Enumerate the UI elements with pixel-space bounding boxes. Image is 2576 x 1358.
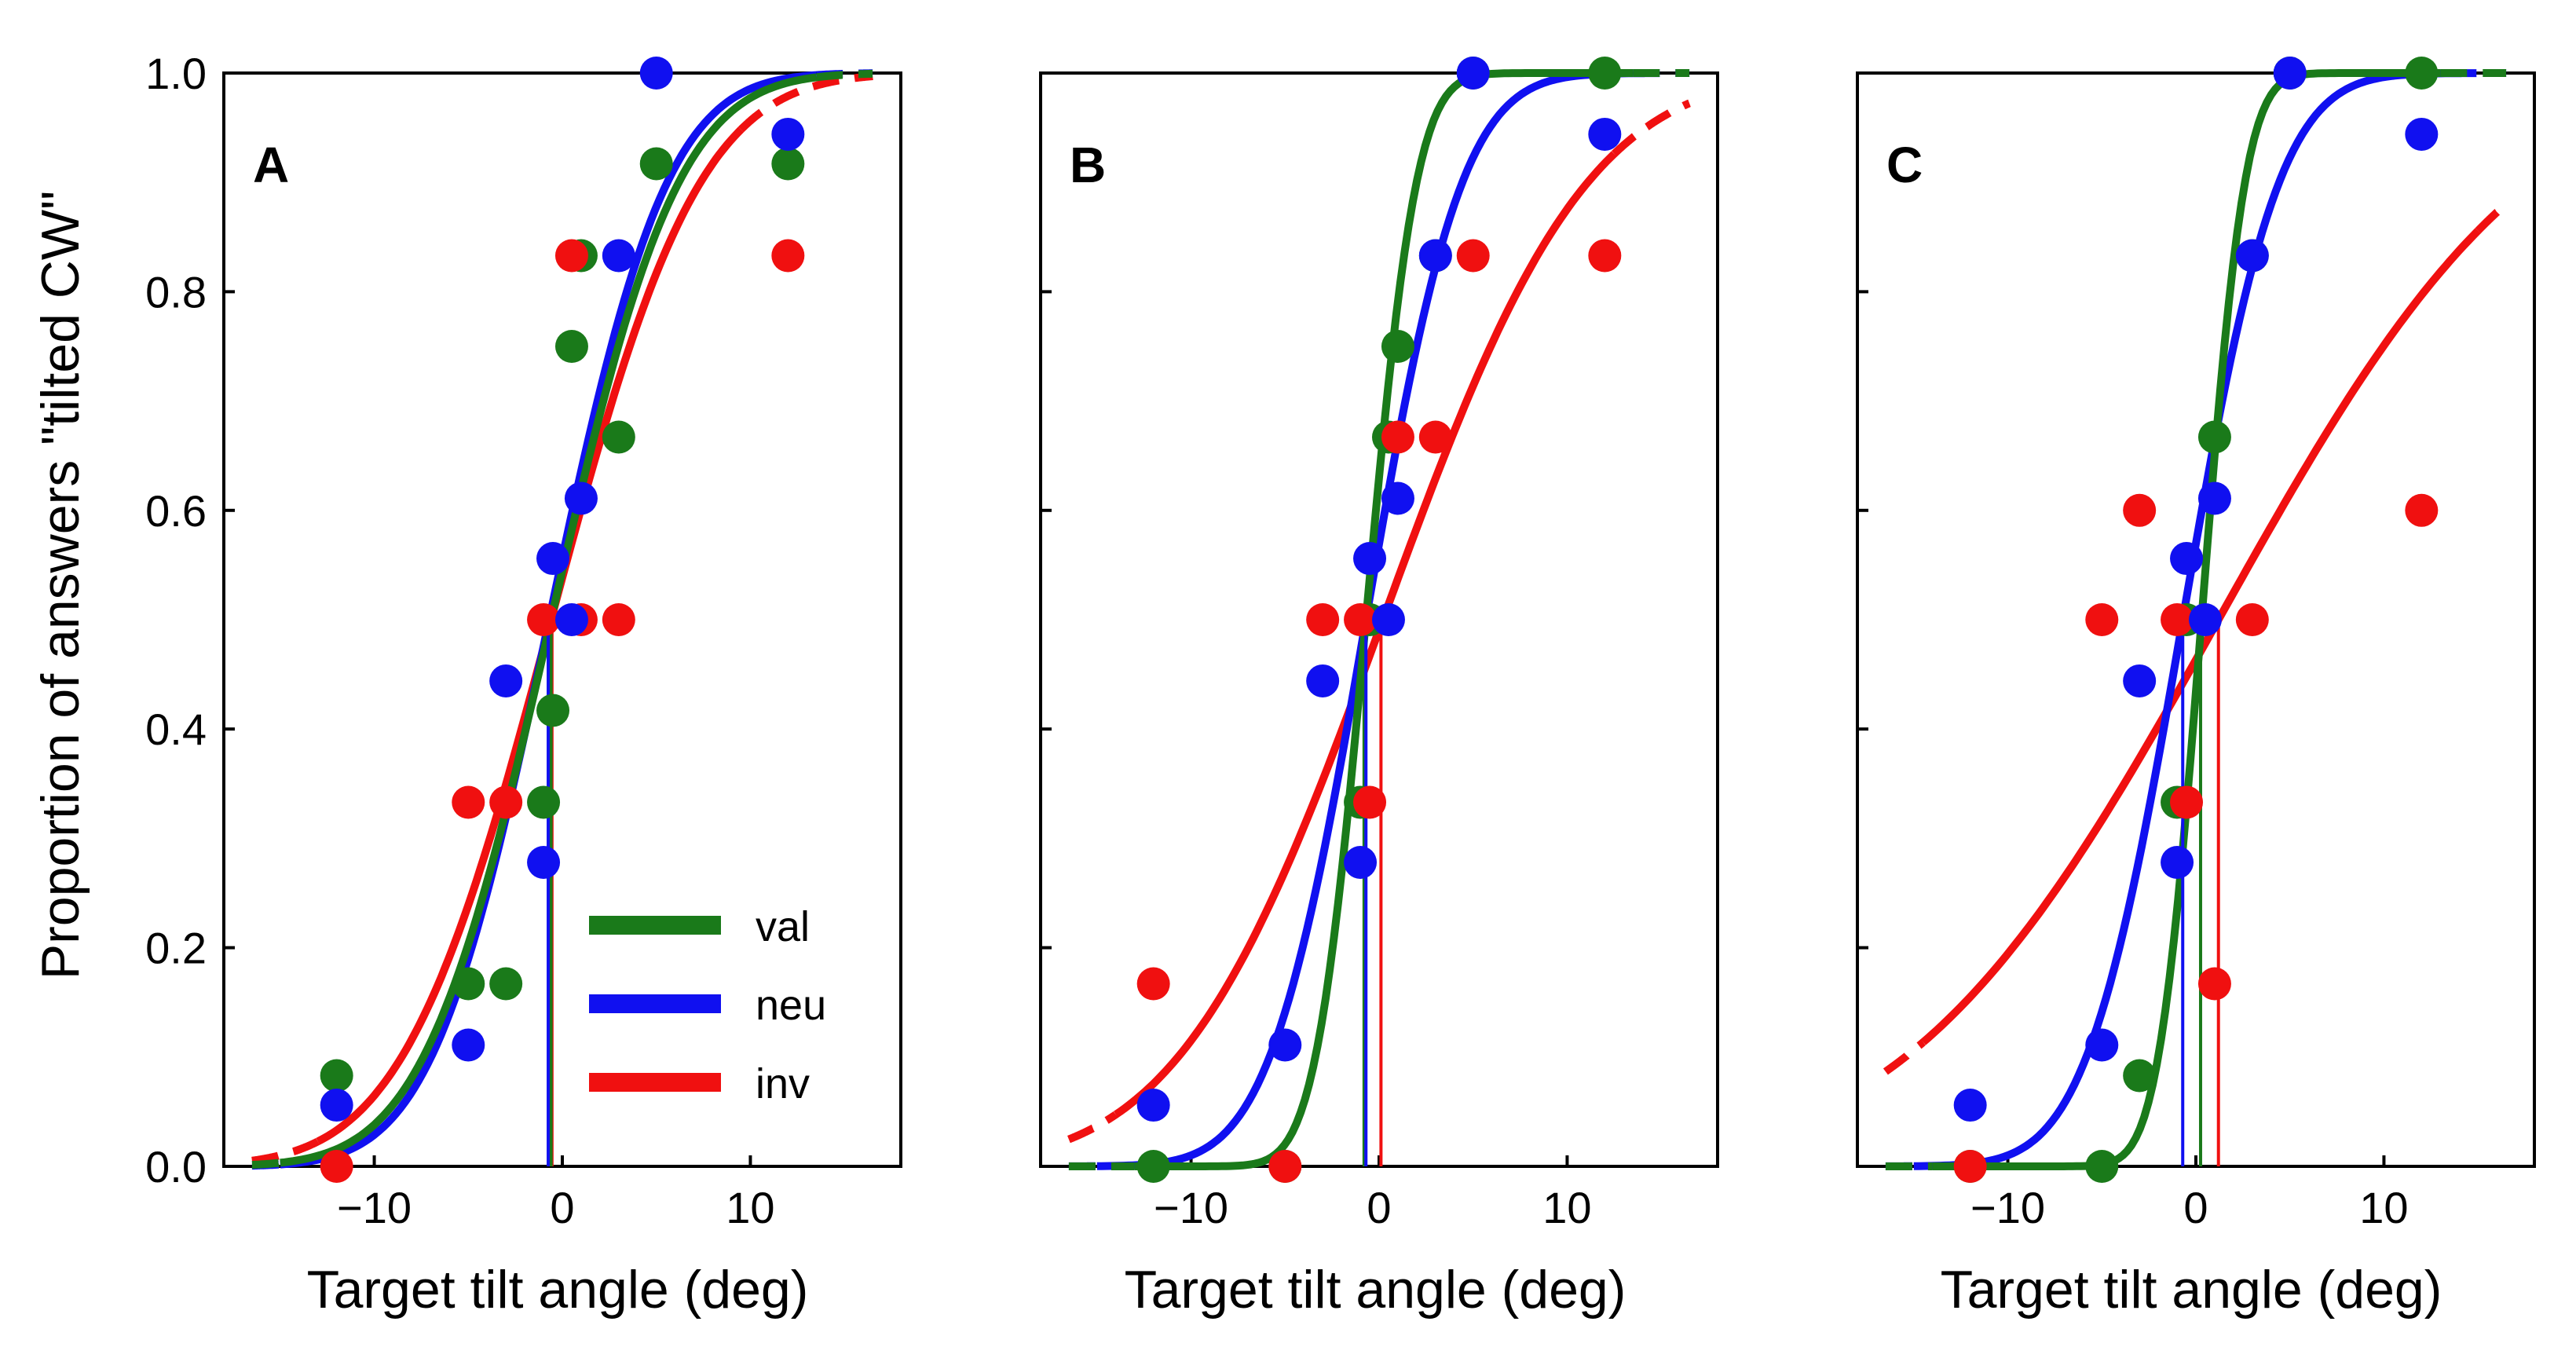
legend-label-neu: neu: [756, 982, 826, 1029]
data-point-neu: [1137, 1089, 1170, 1122]
data-point-val: [2085, 1150, 2118, 1183]
data-point-val: [2405, 57, 2438, 90]
data-point-val: [1588, 57, 1621, 90]
data-point-inv: [771, 239, 804, 272]
data-point-neu: [1353, 542, 1386, 575]
data-point-neu: [1344, 846, 1377, 879]
data-point-neu: [2274, 57, 2307, 90]
data-point-val: [602, 421, 635, 454]
data-point-inv: [1268, 1150, 1301, 1183]
data-point-neu: [320, 1089, 353, 1122]
data-point-inv: [1344, 603, 1377, 636]
data-point-val: [452, 968, 485, 1001]
legend-label-inv: inv: [756, 1060, 810, 1107]
x-tick-label: 10: [1542, 1183, 1591, 1232]
data-point-val: [527, 785, 560, 818]
x-tick-label: 0: [2183, 1183, 2208, 1232]
data-point-inv: [2405, 494, 2438, 527]
data-point-inv: [555, 239, 588, 272]
data-point-neu: [2198, 481, 2231, 514]
y-tick-label: 1.0: [145, 49, 207, 98]
data-point-neu: [2123, 664, 2156, 697]
data-point-inv: [1419, 421, 1452, 454]
data-point-inv: [2236, 603, 2269, 636]
x-tick-label: 10: [726, 1183, 774, 1232]
data-point-neu: [771, 118, 804, 151]
data-point-inv: [2170, 785, 2203, 818]
data-point-inv: [1457, 239, 1490, 272]
data-point-val: [320, 1059, 353, 1092]
data-point-inv: [2198, 968, 2231, 1001]
data-point-neu: [555, 603, 588, 636]
y-tick-label: 0.2: [145, 924, 207, 973]
data-point-neu: [2161, 846, 2194, 879]
data-point-inv: [489, 785, 522, 818]
data-point-val: [489, 968, 522, 1001]
data-point-inv: [2123, 494, 2156, 527]
data-point-neu: [452, 1028, 485, 1061]
x-tick-label: 10: [2359, 1183, 2408, 1232]
legend-label-val: val: [756, 903, 810, 950]
data-point-neu: [1381, 481, 1414, 514]
data-point-inv: [1353, 785, 1386, 818]
data-point-val: [1381, 330, 1414, 363]
x-tick-label: −10: [1970, 1183, 2045, 1232]
y-tick-label: 0.6: [145, 486, 207, 536]
data-point-val: [536, 694, 569, 727]
data-point-inv: [1381, 421, 1414, 454]
data-point-val: [2198, 421, 2231, 454]
data-point-neu: [2170, 542, 2203, 575]
data-point-neu: [1588, 118, 1621, 151]
data-point-neu: [1372, 603, 1405, 636]
data-point-neu: [2085, 1028, 2118, 1061]
data-point-inv: [1137, 968, 1170, 1001]
x-tick-label: 0: [1367, 1183, 1391, 1232]
data-point-inv: [602, 603, 635, 636]
data-point-neu: [2236, 239, 2269, 272]
y-axis-title: Proportion of answers "tilted CW": [31, 191, 90, 979]
y-tick-label: 0.0: [145, 1142, 207, 1191]
data-point-inv: [1588, 239, 1621, 272]
data-point-neu: [1268, 1028, 1301, 1061]
data-point-val: [640, 148, 673, 181]
data-point-neu: [1457, 57, 1490, 90]
y-tick-label: 0.4: [145, 705, 207, 754]
data-point-val: [555, 330, 588, 363]
x-tick-label: −10: [337, 1183, 412, 1232]
data-point-neu: [2405, 118, 2438, 151]
data-point-inv: [2161, 603, 2194, 636]
data-point-neu: [1306, 664, 1339, 697]
x-axis-title-c: Target tilt angle (deg): [1941, 1260, 2442, 1320]
data-point-val: [771, 148, 804, 181]
data-point-neu: [2189, 603, 2222, 636]
data-point-inv: [1306, 603, 1339, 636]
data-point-val: [1137, 1150, 1170, 1183]
data-point-neu: [536, 542, 569, 575]
data-point-neu: [1954, 1089, 1987, 1122]
data-point-neu: [565, 481, 598, 514]
panel-letter-a: A: [253, 137, 289, 193]
data-point-inv: [527, 603, 560, 636]
x-axis-title-b: Target tilt angle (deg): [1125, 1260, 1626, 1320]
data-point-neu: [640, 57, 673, 90]
panel-letter-c: C: [1886, 137, 1923, 193]
data-point-inv: [320, 1150, 353, 1183]
data-point-inv: [2085, 603, 2118, 636]
data-point-inv: [1954, 1150, 1987, 1183]
legend: val neu inv: [589, 903, 826, 1107]
x-tick-label: −10: [1154, 1183, 1228, 1232]
data-point-val: [2123, 1059, 2156, 1092]
data-point-neu: [1419, 239, 1452, 272]
y-tick-label: 0.8: [145, 267, 207, 317]
data-point-neu: [527, 846, 560, 879]
data-point-neu: [489, 664, 522, 697]
fit-curve-val-tail-left: [252, 1162, 280, 1165]
x-tick-label: 0: [550, 1183, 574, 1232]
data-point-neu: [602, 239, 635, 272]
data-point-inv: [452, 785, 485, 818]
x-axis-title-a: Target tilt angle (deg): [307, 1260, 809, 1320]
panel-letter-b: B: [1070, 137, 1106, 193]
